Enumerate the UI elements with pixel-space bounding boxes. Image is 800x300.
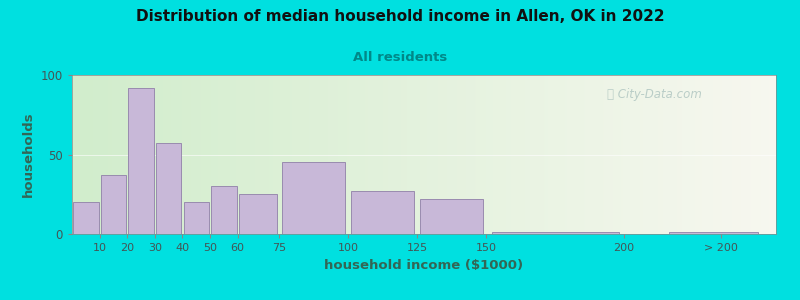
Bar [351,191,414,234]
X-axis label: household income ($1000): household income ($1000) [325,259,523,272]
Bar [211,186,237,234]
Bar [670,232,758,234]
Text: ⓘ City-Data.com: ⓘ City-Data.com [607,88,702,101]
Text: Distribution of median household income in Allen, OK in 2022: Distribution of median household income … [136,9,664,24]
Bar [282,163,346,234]
Text: All residents: All residents [353,51,447,64]
Bar [156,143,182,234]
Bar [73,202,98,234]
Bar [183,202,209,234]
Bar [128,88,154,234]
Bar [239,194,278,234]
Bar [492,232,618,234]
Bar [101,175,126,234]
Y-axis label: households: households [22,112,35,197]
Bar [420,199,483,234]
